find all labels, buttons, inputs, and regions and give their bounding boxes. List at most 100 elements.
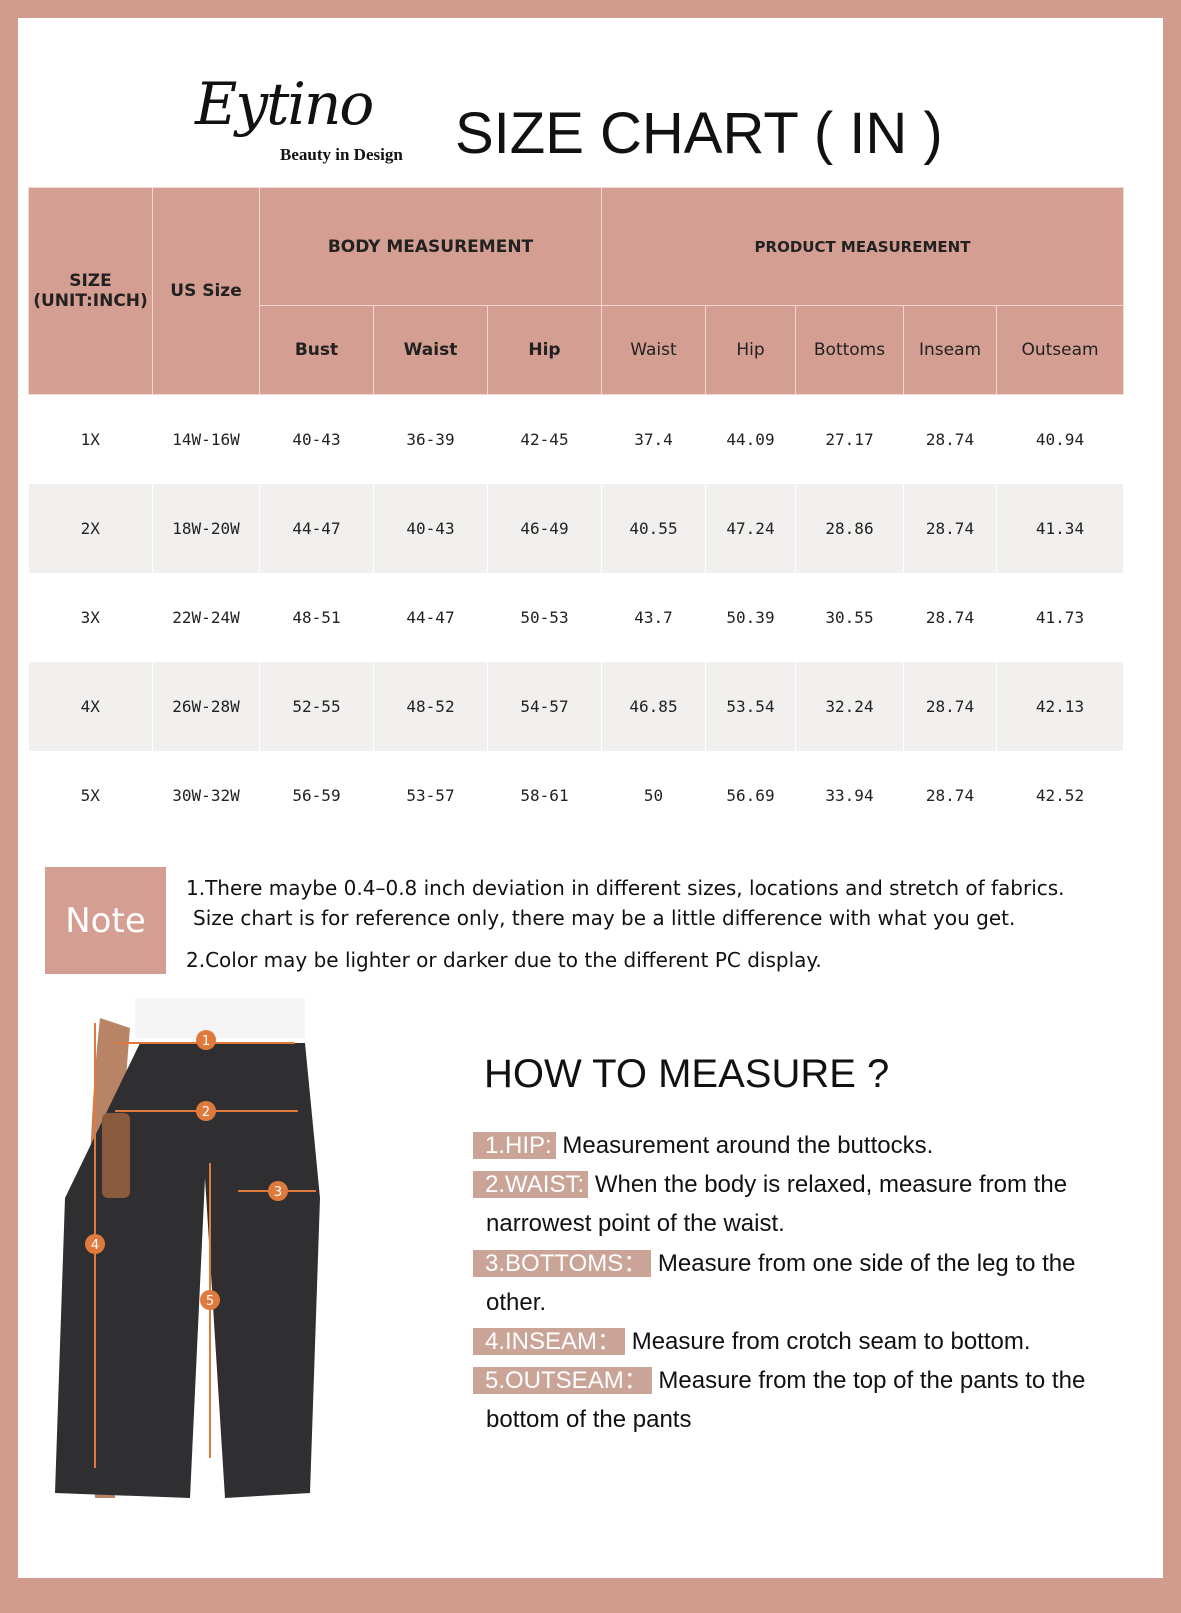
table-cell: 46-49 xyxy=(487,483,602,573)
brand-logo: Eytino Beauty in Design xyxy=(195,70,415,170)
marker-3 xyxy=(268,1181,288,1201)
table-cell: 1X xyxy=(28,394,153,484)
table-cell: 48-52 xyxy=(373,661,488,751)
table-cell: 28.74 xyxy=(903,750,997,840)
body-col-bust: Bust xyxy=(259,305,374,395)
table-cell: 27.17 xyxy=(795,394,904,484)
table-cell: 36-39 xyxy=(373,394,488,484)
measure-label: 4.INSEAM： xyxy=(473,1328,626,1355)
table-cell: 14W-16W xyxy=(152,394,260,484)
table-cell: 40-43 xyxy=(373,483,488,573)
table-cell: 41.34 xyxy=(996,483,1124,573)
note-line-1: 1.There maybe 0.4–0.8 inch deviation in … xyxy=(186,876,1065,900)
table-cell: 46.85 xyxy=(601,661,706,751)
measure-text: Measure from crotch seam to bottom. xyxy=(631,1328,1031,1355)
measure-item: 5.OUTSEAM： Measure from the top of the p… xyxy=(473,1366,1085,1396)
note-badge: Note xyxy=(45,867,166,974)
table-cell: 2X xyxy=(28,483,153,573)
table-cell: 28.74 xyxy=(903,572,997,662)
table-cell: 50 xyxy=(601,750,706,840)
table-cell: 3X xyxy=(28,572,153,662)
marker-2 xyxy=(196,1101,216,1121)
product-col-bottoms: Bottoms xyxy=(795,305,904,395)
table-cell: 43.7 xyxy=(601,572,706,662)
body-measurement-header: BODY MEASUREMENT xyxy=(259,187,602,306)
measure-label: 3.BOTTOMS： xyxy=(473,1250,652,1277)
table-cell: 37.4 xyxy=(601,394,706,484)
table-cell: 44-47 xyxy=(373,572,488,662)
measure-label: 5.OUTSEAM： xyxy=(473,1367,652,1394)
measure-label: 2.WAIST: xyxy=(473,1171,589,1198)
table-cell: 40.55 xyxy=(601,483,706,573)
measure-item: 3.BOTTOMS： Measure from one side of the … xyxy=(473,1249,1076,1279)
table-cell: 42.13 xyxy=(996,661,1124,751)
table-cell: 18W-20W xyxy=(152,483,260,573)
product-col-outseam: Outseam xyxy=(996,305,1124,395)
table-cell: 40-43 xyxy=(259,394,374,484)
size-table: SIZE (UNIT:INCH) US Size BODY MEASUREMENT… xyxy=(28,187,1124,840)
measure-text-cont: narrowest point of the waist. xyxy=(486,1210,785,1237)
measure-item: 1.HIP: Measurement around the buttocks. xyxy=(473,1131,933,1161)
table-cell: 44-47 xyxy=(259,483,374,573)
table-cell: 48-51 xyxy=(259,572,374,662)
jeans-model-diagram: 1 2 3 4 5 xyxy=(55,998,320,1498)
table-cell: 44.09 xyxy=(705,394,796,484)
marker-5 xyxy=(200,1290,220,1310)
marker-4 xyxy=(85,1234,105,1254)
product-col-inseam: Inseam xyxy=(903,305,997,395)
product-measurement-header: PRODUCT MEASUREMENT xyxy=(601,187,1124,306)
measure-text-cont: other. xyxy=(486,1289,547,1316)
table-cell: 53.54 xyxy=(705,661,796,751)
table-cell: 28.74 xyxy=(903,661,997,751)
body-col-waist: Waist xyxy=(373,305,488,395)
measure-text: Measurement around the buttocks. xyxy=(562,1132,934,1159)
table-cell: 28.74 xyxy=(903,394,997,484)
table-cell: 30W-32W xyxy=(152,750,260,840)
table-cell: 47.24 xyxy=(705,483,796,573)
measure-text: When the body is relaxed, measure from t… xyxy=(594,1171,1068,1198)
marker-label: 1 xyxy=(202,1034,210,1049)
marker-label: 4 xyxy=(91,1238,99,1253)
table-cell: 58-61 xyxy=(487,750,602,840)
table-cell: 42.52 xyxy=(996,750,1124,840)
table-cell: 50-53 xyxy=(487,572,602,662)
table-row: 1X 14W-16W 40-43 36-39 42-45 37.4 44.09 27.17 28… xyxy=(28,394,1124,484)
table-cell: 28.86 xyxy=(795,483,904,573)
table-cell: 52-55 xyxy=(259,661,374,751)
table-cell: 50.39 xyxy=(705,572,796,662)
page-title: SIZE CHART ( IN ) xyxy=(455,101,943,166)
product-col-hip: Hip xyxy=(705,305,796,395)
table-cell: 22W-24W xyxy=(152,572,260,662)
table-cell: 54-57 xyxy=(487,661,602,751)
measure-item: 2.WAIST: When the body is relaxed, measu… xyxy=(473,1170,1067,1200)
measure-text: Measure from the top of the pants to the xyxy=(658,1367,1086,1394)
table-cell: 28.74 xyxy=(903,483,997,573)
table-cell: 42-45 xyxy=(487,394,602,484)
note-line-1-cont: Size chart is for reference only, there … xyxy=(193,906,1016,930)
table-cell: 40.94 xyxy=(996,394,1124,484)
table-cell: 56.69 xyxy=(705,750,796,840)
table-cell: 41.73 xyxy=(996,572,1124,662)
measure-text-cont: bottom of the pants xyxy=(486,1406,692,1433)
brand-name: Eytino xyxy=(195,70,374,138)
marker-1 xyxy=(196,1030,216,1050)
table-row: 2X 18W-20W 44-47 40-43 46-49 40.55 47.24 28.86 2… xyxy=(28,483,1124,573)
table-row: 3X 22W-24W 48-51 44-47 50-53 43.7 50.39 30.55 28… xyxy=(28,572,1124,662)
table-cell: 33.94 xyxy=(795,750,904,840)
size-header: SIZE (UNIT:INCH) xyxy=(28,187,153,395)
body-col-hip: Hip xyxy=(487,305,602,395)
how-to-measure-title: HOW TO MEASURE ? xyxy=(484,1052,890,1096)
table-cell: 53-57 xyxy=(373,750,488,840)
table-row: 5X 30W-32W 56-59 53-57 58-61 50 56.69 33.94 28.7… xyxy=(28,750,1124,840)
marker-label: 2 xyxy=(202,1105,210,1120)
table-cell: 26W-28W xyxy=(152,661,260,751)
table-cell: 56-59 xyxy=(259,750,374,840)
measure-label: 1.HIP: xyxy=(473,1132,556,1159)
white-top xyxy=(135,998,305,1038)
table-cell: 32.24 xyxy=(795,661,904,751)
us-size-header: US Size xyxy=(152,187,260,395)
product-col-waist: Waist xyxy=(601,305,706,395)
marker-label: 5 xyxy=(206,1294,214,1309)
measure-item: 4.INSEAM： Measure from crotch seam to bo… xyxy=(473,1327,1031,1357)
note-line-2: 2.Color may be lighter or darker due to … xyxy=(186,948,822,972)
